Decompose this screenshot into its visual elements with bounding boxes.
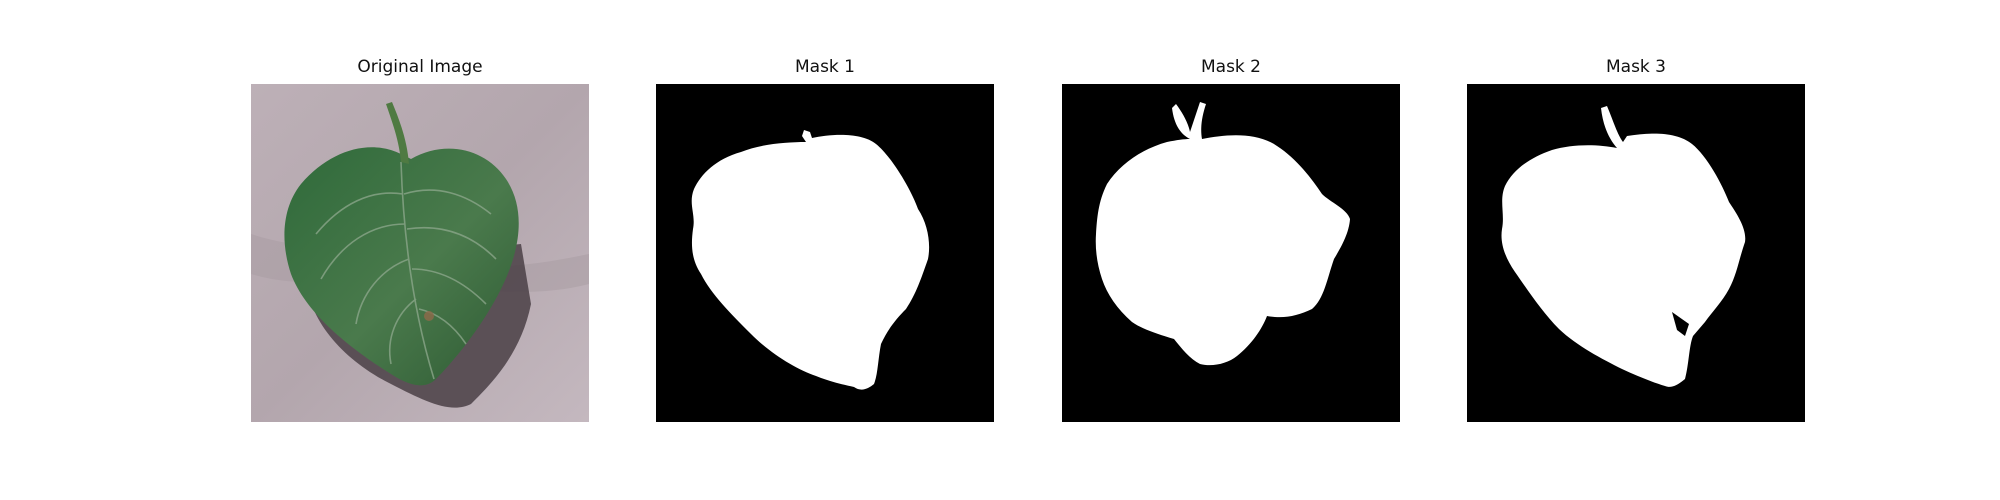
leaf-veins: [315, 161, 497, 380]
original-leaf-photo: [251, 84, 589, 422]
mask-shape: [691, 130, 930, 390]
mask-1-image: [656, 84, 994, 422]
leaf-spot: [424, 311, 434, 321]
panel-title: Mask 1: [794, 57, 855, 77]
panel-title: Mask 2: [1200, 57, 1261, 77]
panel-title: Original Image: [357, 57, 483, 77]
panel-title: Mask 3: [1605, 57, 1666, 77]
mask-shape: [1095, 102, 1350, 366]
mask-3-image: [1467, 84, 1805, 422]
leaf-stem: [386, 102, 409, 164]
mask-2-image: [1062, 84, 1400, 422]
mask-notch: [1672, 312, 1689, 336]
leaf-blade: [284, 147, 519, 386]
mask-shape: [1501, 106, 1746, 387]
